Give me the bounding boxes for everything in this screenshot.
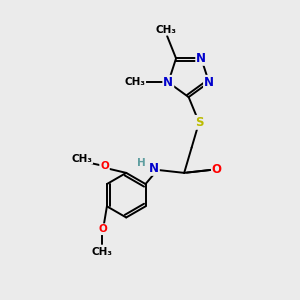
Text: S: S: [195, 116, 203, 129]
Text: CH₃: CH₃: [155, 25, 176, 34]
Text: CH₃: CH₃: [92, 248, 113, 257]
Text: N: N: [163, 76, 173, 89]
Text: O: O: [98, 224, 107, 234]
Text: CH₃: CH₃: [124, 77, 145, 87]
Text: N: N: [149, 162, 159, 175]
Text: N: N: [196, 52, 206, 65]
Text: O: O: [100, 161, 109, 171]
Text: O: O: [212, 164, 222, 176]
Text: H: H: [137, 158, 146, 168]
Text: CH₃: CH₃: [71, 154, 92, 164]
Text: N: N: [204, 76, 214, 89]
